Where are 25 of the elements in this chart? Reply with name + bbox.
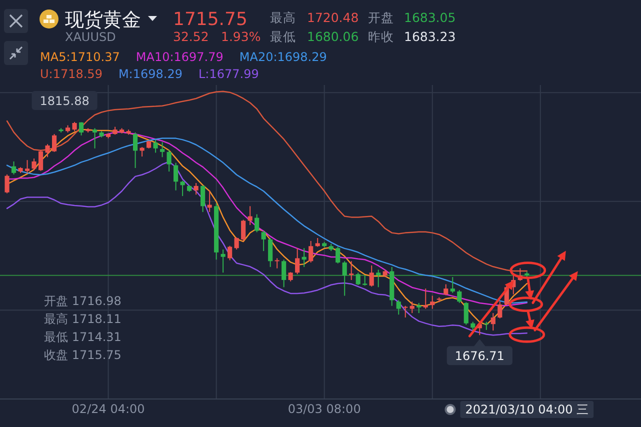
text: 32.52 xyxy=(173,29,209,44)
text: 1715.75 xyxy=(173,9,248,30)
annotation: 最低 1714.31 xyxy=(44,330,122,344)
annotation: 1815.88 xyxy=(40,94,90,108)
text: 最低 xyxy=(270,29,296,44)
annotation: 开盘 1716.98 xyxy=(44,294,122,308)
annotation: 1676.71 xyxy=(454,349,504,364)
crosshair-label: 2021/03/10 04:00 三 xyxy=(460,401,594,418)
text: 1680.06 xyxy=(307,29,359,44)
annotation: 最高 1718.11 xyxy=(44,312,122,326)
text: 昨收 xyxy=(368,29,394,44)
text: 1683.05 xyxy=(404,10,456,25)
text: 1.93% xyxy=(221,29,261,44)
text: 1720.48 xyxy=(307,10,359,25)
annotation: 收盘 1715.75 xyxy=(44,348,122,362)
note: 1676.71 xyxy=(446,339,512,366)
note: 1815.88 xyxy=(32,90,98,110)
legend: MA5:1710.37 MA10:1697.79 MA20:1698.29 U:1718.59 M:1698.29 L:1677.99 xyxy=(40,50,327,81)
text: 最高 xyxy=(270,10,296,25)
chart-title: 现货黄金 xyxy=(65,9,141,31)
text: 开盘 xyxy=(368,10,394,25)
x-tick-label: 03/03 08:00 xyxy=(288,402,361,416)
x-tick-label: 02/24 04:00 xyxy=(72,402,145,416)
text: 1683.23 xyxy=(404,29,456,44)
chart-subtitle: XAUUSD xyxy=(65,30,116,44)
